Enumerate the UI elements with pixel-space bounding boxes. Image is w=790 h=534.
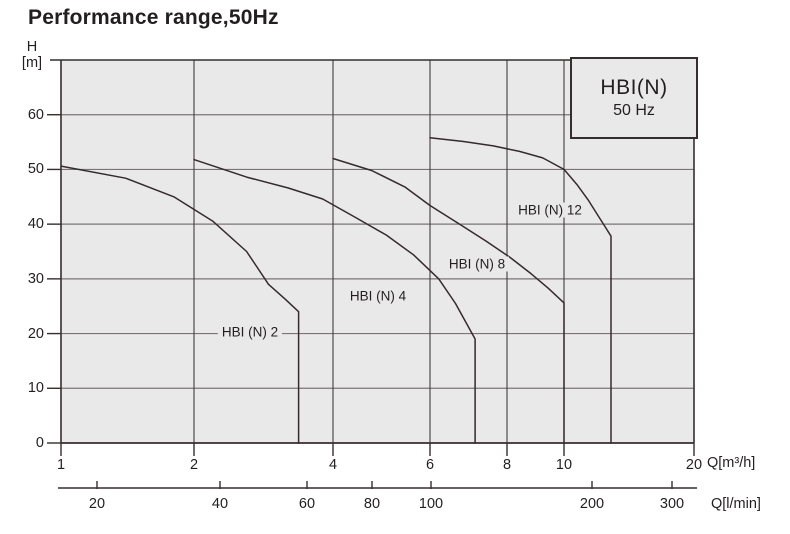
x2-tick-label: 60 <box>298 496 316 512</box>
y-tick-label: 30 <box>27 270 44 287</box>
x-axis2-unit-label: Q[l/min] <box>711 496 761 512</box>
x-tick-label: 2 <box>189 457 199 473</box>
x-tick-label: 1 <box>56 457 66 473</box>
chart-title: Performance range,50Hz <box>28 6 279 29</box>
curve-label: HBI (N) 4 <box>345 288 411 304</box>
x2-tick-label: 80 <box>363 496 381 512</box>
x2-tick-label: 100 <box>418 496 444 512</box>
x2-tick-label: 300 <box>659 496 685 512</box>
x2-tick-label: 40 <box>211 496 229 512</box>
pump-curve <box>60 165 300 444</box>
legend-frequency: 50 Hz <box>613 102 655 119</box>
x-tick-label: 8 <box>502 457 512 473</box>
x-tick-label: 10 <box>555 457 573 473</box>
x-tick-label: 6 <box>425 457 435 473</box>
legend-series-family: HBI(N) <box>600 76 668 99</box>
y-tick-label: 20 <box>27 325 44 342</box>
curve-label: HBI (N) 8 <box>444 256 510 272</box>
curve-label: HBI (N) 12 <box>514 202 586 218</box>
x2-tick-label: 200 <box>579 496 605 512</box>
curve-label: HBI (N) 2 <box>217 324 283 340</box>
y-axis-label: H [m] <box>16 39 48 71</box>
x-axis-unit-label: Q[m³/h] <box>707 455 756 471</box>
pump-curve <box>332 157 565 444</box>
y-tick-label: 40 <box>27 216 44 233</box>
y-axis-name: H <box>26 39 38 55</box>
pump-curve <box>193 158 476 444</box>
x2-tick-label: 20 <box>88 496 106 512</box>
x-tick-label: 20 <box>685 457 703 473</box>
y-tick-label: 0 <box>35 435 44 451</box>
y-tick-label: 10 <box>27 380 44 397</box>
legend-box: HBI(N) 50 Hz <box>570 57 698 139</box>
y-axis-unit: [m] <box>21 55 43 71</box>
y-tick-label: 50 <box>27 161 44 178</box>
x-tick-label: 4 <box>328 457 338 473</box>
y-tick-label: 60 <box>27 106 44 123</box>
pump-curve <box>429 136 612 444</box>
